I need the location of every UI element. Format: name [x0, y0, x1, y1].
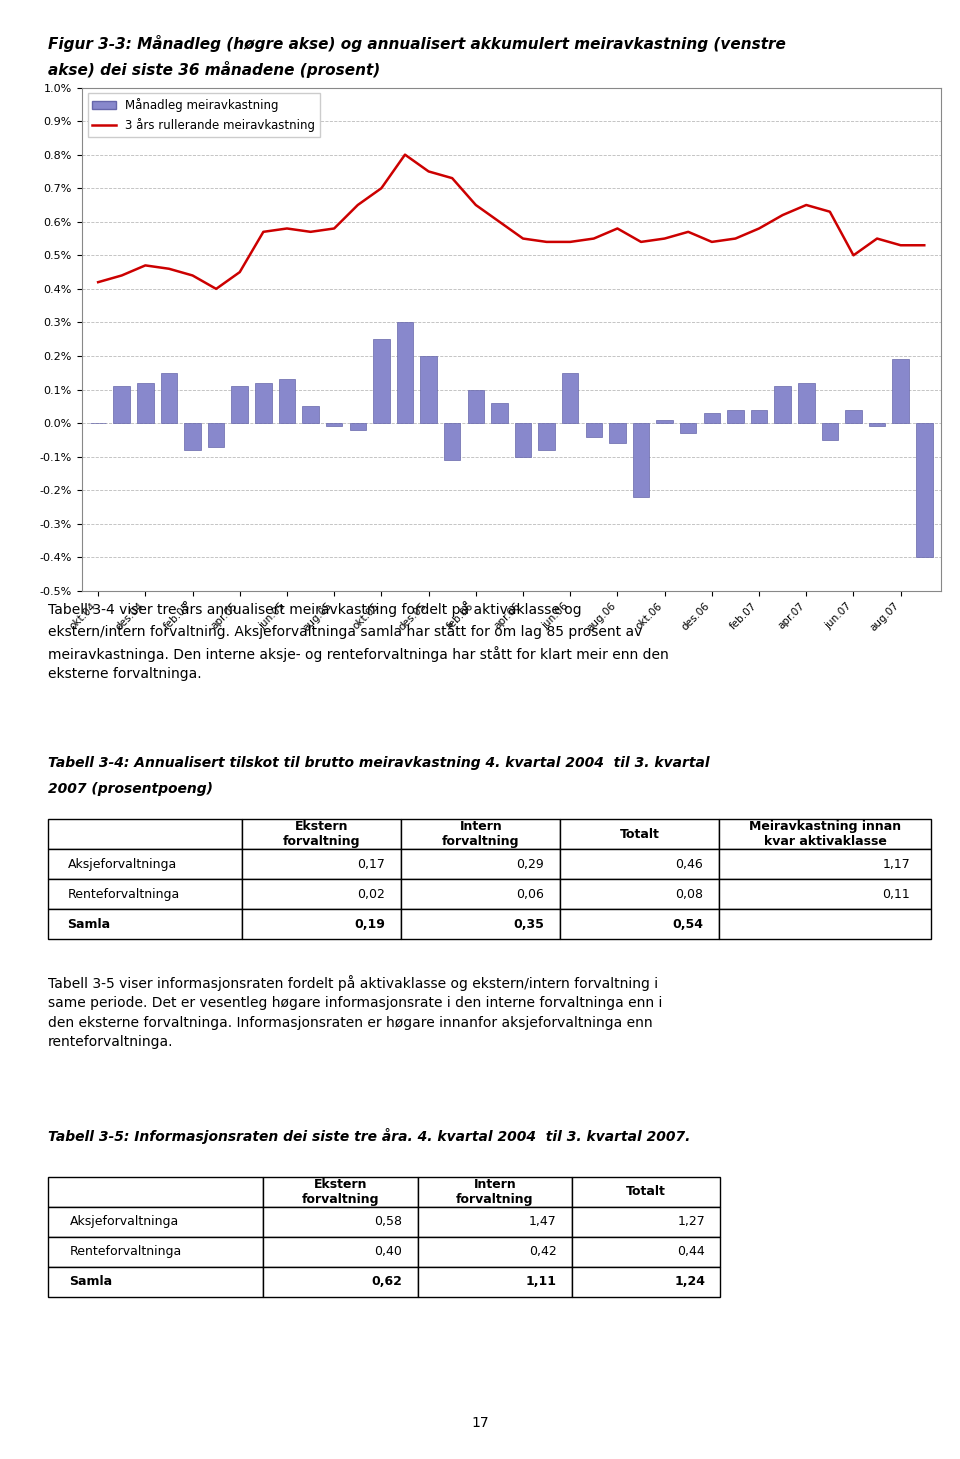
- Bar: [278, 379, 296, 423]
- Bar: [184, 423, 201, 449]
- Text: Tabell 3-5: Informasjonsraten dei siste tre åra. 4. kvartal 2004  til 3. kvartal: Tabell 3-5: Informasjonsraten dei siste …: [48, 1128, 690, 1144]
- Bar: [208, 423, 225, 446]
- Bar: [396, 322, 413, 423]
- Bar: [325, 423, 343, 426]
- Bar: [610, 423, 626, 444]
- Text: Tabell 3-5 viser informasjonsraten fordelt på aktivaklasse og ekstern/intern for: Tabell 3-5 viser informasjonsraten forde…: [48, 975, 662, 1049]
- Bar: [751, 410, 767, 423]
- Bar: [468, 390, 484, 423]
- Bar: [704, 413, 720, 423]
- Bar: [444, 423, 461, 460]
- Legend: Månadleg meiravkastning, 3 års rullerande meiravkastning: Månadleg meiravkastning, 3 års rullerand…: [87, 93, 320, 137]
- Bar: [893, 359, 909, 423]
- Text: 17: 17: [471, 1415, 489, 1430]
- Text: Figur 3-3: Månadleg (høgre akse) og annualisert akkumulert meiravkastning (venst: Figur 3-3: Månadleg (høgre akse) og annu…: [48, 35, 786, 53]
- Text: Tabell 3-4 viser tre års annualisert meiravkastning fordelt på aktivaklasse og
e: Tabell 3-4 viser tre års annualisert mei…: [48, 601, 669, 681]
- Bar: [845, 410, 862, 423]
- Bar: [798, 382, 814, 423]
- Text: 2007 (prosentpoeng): 2007 (prosentpoeng): [48, 782, 213, 797]
- Text: akse) dei siste 36 månadene (prosent): akse) dei siste 36 månadene (prosent): [48, 61, 380, 79]
- Bar: [869, 423, 885, 426]
- Text: Tabell 3-4: Annualisert tilskot til brutto meiravkastning 4. kvartal 2004  til 3: Tabell 3-4: Annualisert tilskot til brut…: [48, 756, 709, 770]
- Bar: [113, 387, 130, 423]
- Bar: [349, 423, 366, 430]
- Bar: [373, 340, 390, 423]
- Bar: [160, 374, 178, 423]
- Bar: [657, 420, 673, 423]
- Bar: [562, 374, 579, 423]
- Bar: [255, 382, 272, 423]
- Bar: [420, 356, 437, 423]
- Bar: [137, 382, 154, 423]
- Bar: [775, 387, 791, 423]
- Bar: [231, 387, 248, 423]
- Bar: [822, 423, 838, 441]
- Bar: [916, 423, 932, 557]
- Bar: [515, 423, 531, 457]
- Bar: [633, 423, 649, 498]
- Bar: [586, 423, 602, 436]
- Bar: [680, 423, 697, 433]
- Bar: [302, 407, 319, 423]
- Bar: [492, 403, 508, 423]
- Bar: [539, 423, 555, 449]
- Bar: [727, 410, 744, 423]
